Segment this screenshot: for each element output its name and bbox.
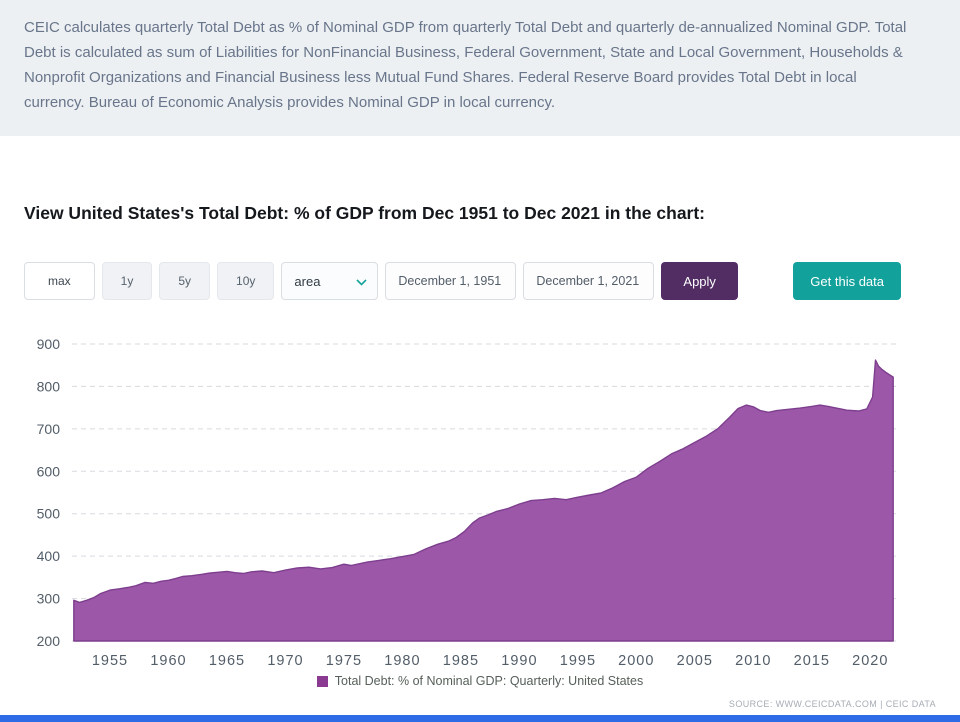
apply-button[interactable]: Apply [661, 262, 738, 300]
range-button-1y[interactable]: 1y [101, 262, 153, 300]
x-tick-label: 2005 [677, 653, 713, 668]
chart-type-select[interactable]: area [281, 262, 379, 300]
y-tick-label: 200 [37, 633, 61, 649]
x-tick-label: 1995 [560, 653, 596, 668]
range-button-5y[interactable]: 5y [159, 262, 211, 300]
y-tick-label: 900 [37, 336, 61, 352]
x-tick-label: 1955 [92, 653, 128, 668]
y-tick-label: 300 [37, 591, 61, 607]
y-tick-label: 400 [37, 548, 61, 564]
y-tick-label: 800 [37, 378, 61, 394]
description-band: CEIC calculates quarterly Total Debt as … [0, 0, 960, 136]
range-button-10y[interactable]: 10y [217, 262, 275, 300]
source-attribution: SOURCE: WWW.CEICDATA.COM | CEIC Data [728, 699, 936, 709]
x-tick-label: 1985 [443, 653, 479, 668]
chart-type-selected-value: area [294, 273, 321, 289]
x-tick-label: 2000 [618, 653, 654, 668]
toolbar: max 1y 5y 10y area Apply Get this data [24, 262, 936, 300]
start-date-input[interactable] [385, 262, 517, 300]
get-this-data-button[interactable]: Get this data [793, 262, 901, 300]
description-text: CEIC calculates quarterly Total Debt as … [24, 19, 907, 111]
debt-gdp-area-chart[interactable]: 200 300 400 500 600 700 800 900 1955 1960 1965 1970… [0, 330, 960, 668]
x-tick-label: 2010 [735, 653, 771, 668]
chart-legend: Total Debt: % of Nominal GDP: Quarterly:… [0, 674, 960, 688]
area-series[interactable] [73, 359, 894, 642]
page-title: View United States's Total Debt: % of GD… [24, 203, 706, 223]
range-button-max[interactable]: max [24, 262, 95, 300]
x-tick-label: 1990 [501, 653, 537, 668]
end-date-input[interactable] [523, 262, 655, 300]
x-tick-label: 1980 [384, 653, 420, 668]
legend-label: Total Debt: % of Nominal GDP: Quarterly:… [334, 674, 644, 688]
x-tick-label: 1965 [209, 653, 245, 668]
y-tick-label: 500 [37, 506, 61, 522]
x-tick-label: 1975 [326, 653, 362, 668]
x-tick-label: 1960 [150, 653, 186, 668]
x-tick-label: 2020 [852, 653, 888, 668]
legend-swatch [316, 675, 328, 687]
x-tick-label: 2015 [794, 653, 830, 668]
y-tick-label: 600 [37, 463, 61, 479]
bottom-accent-bar [0, 715, 960, 722]
chevron-down-icon [356, 274, 367, 289]
chart-section: 200 300 400 500 600 700 800 900 1955 1960 1965 1970… [0, 330, 960, 688]
y-tick-label: 700 [37, 421, 61, 437]
x-tick-label: 1970 [267, 653, 303, 668]
